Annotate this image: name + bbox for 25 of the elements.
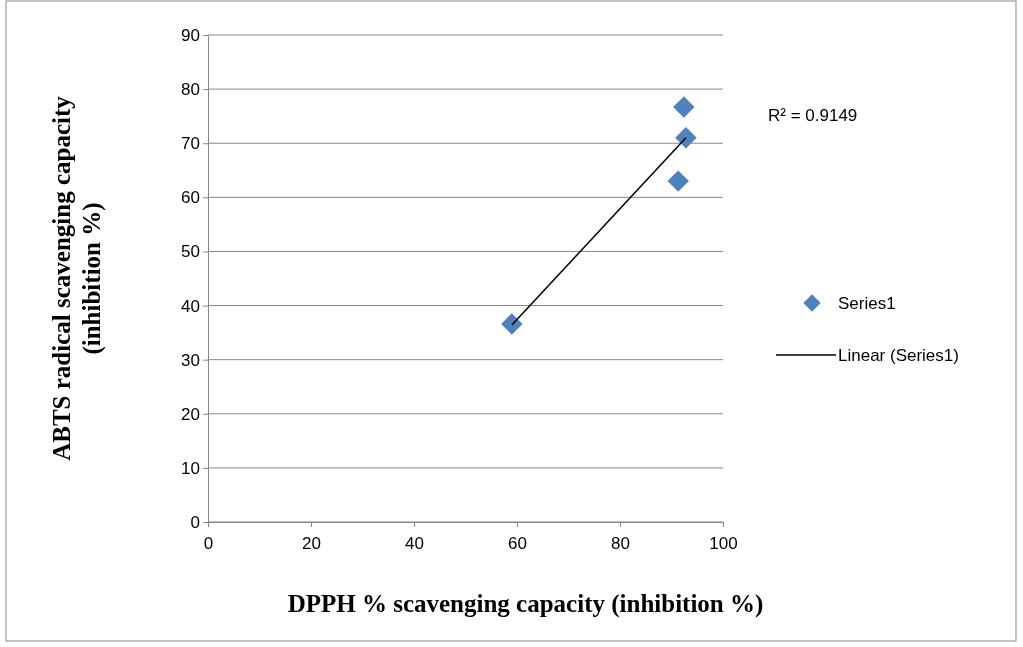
y-tick-label: 10 — [181, 458, 200, 478]
y-tick-label: 80 — [181, 80, 200, 100]
x-tick-label: 0 — [203, 533, 214, 553]
text: R² = 0.9149 — [768, 106, 858, 125]
x-axis-title: DPPH % scavenging capacity (inhibition %) — [287, 590, 764, 618]
point — [673, 96, 695, 118]
y-tick-label: 70 — [181, 134, 200, 154]
x-tick-label: 40 — [405, 533, 424, 553]
x-tick-label: 100 — [709, 533, 738, 553]
x-tick-label: 20 — [302, 533, 321, 553]
y-tick-label: 20 — [181, 404, 200, 424]
point — [501, 313, 523, 335]
point — [675, 127, 697, 149]
y-tick-label: 0 — [190, 512, 200, 532]
y-tick-label: 30 — [181, 350, 200, 370]
point — [667, 170, 689, 192]
y-tick-label: 40 — [181, 296, 200, 316]
y-tick-label: 90 — [181, 25, 200, 45]
y-tick-label: 60 — [181, 188, 200, 208]
legend-label: Linear (Series1) — [838, 346, 959, 365]
y-tick-label: 50 — [181, 242, 200, 262]
x-tick-label: 80 — [611, 533, 630, 553]
legend-label: Series1 — [838, 294, 896, 313]
x-tick-label: 60 — [508, 533, 527, 553]
y-axis-title: ABTS radical scavenging capacity (inhibition %) — [48, 95, 106, 461]
